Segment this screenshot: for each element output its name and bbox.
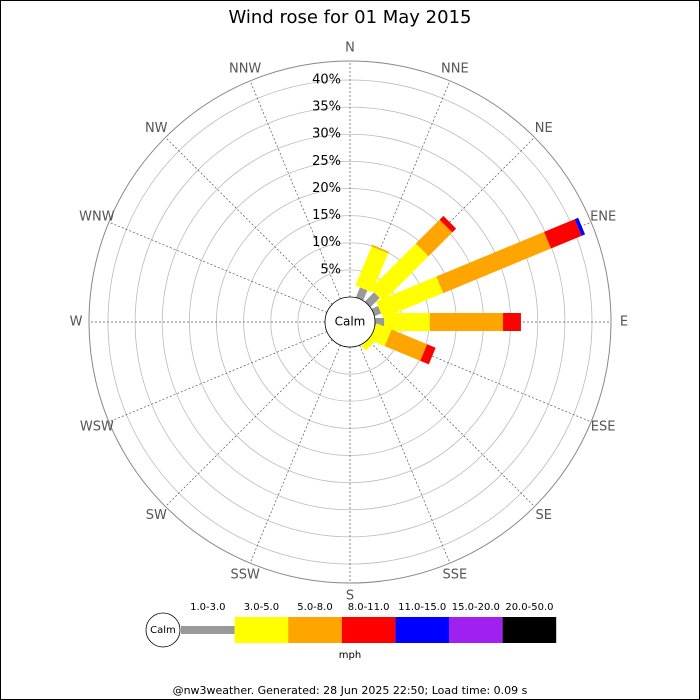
- direction-label: WSW: [80, 419, 114, 434]
- legend-label: 15.0-20.0: [452, 602, 500, 613]
- outer-ring: [88, 60, 612, 584]
- bar-segment: [361, 333, 379, 351]
- legend-swatch: [181, 626, 235, 634]
- spoke: [249, 80, 341, 300]
- direction-label: S: [346, 589, 354, 604]
- bar-segment: [503, 313, 521, 331]
- bar-segment: [376, 276, 444, 319]
- legend-label: 8.0-11.0: [348, 602, 390, 613]
- direction-label: SE: [536, 508, 552, 523]
- footer: @nw3weather. Generated: 28 Jun 2025 22:5…: [173, 684, 528, 697]
- bar-segment: [439, 215, 457, 233]
- bar-segment: [420, 344, 436, 365]
- direction-label: SSE: [442, 568, 467, 583]
- legend-label: 20.0-50.0: [505, 602, 553, 613]
- legend-swatch: [395, 617, 449, 643]
- direction-label: NW: [145, 121, 168, 136]
- bar-segment: [364, 292, 380, 308]
- chart-title: Wind rose for 01 May 2015: [229, 7, 472, 28]
- bar-segment: [574, 217, 586, 236]
- r-tick-label: 30%: [312, 127, 341, 142]
- legend-calm-circle: [145, 612, 181, 648]
- direction-label: E: [620, 315, 628, 330]
- r-tick-label: 35%: [312, 100, 341, 115]
- bar-segment: [384, 329, 428, 361]
- spoke: [367, 137, 535, 305]
- calm-label: Calm: [335, 315, 366, 329]
- direction-label: NNW: [229, 61, 261, 76]
- legend-swatch: [449, 617, 503, 643]
- direction-label: NE: [535, 121, 553, 136]
- unit-label: mph: [339, 650, 361, 661]
- bar-segment: [355, 246, 389, 293]
- legend-label: 11.0-15.0: [398, 602, 446, 613]
- bar-segment: [415, 219, 453, 257]
- direction-label: ESE: [591, 419, 616, 434]
- legend-label: 3.0-5.0: [244, 602, 279, 613]
- direction-label: W: [70, 315, 83, 330]
- spoke: [359, 80, 451, 300]
- r-tick-label: 5%: [320, 262, 341, 277]
- legend-swatch: [341, 617, 396, 643]
- calm-circle: [324, 296, 376, 348]
- bar-segment: [429, 313, 504, 331]
- spoke: [108, 331, 328, 423]
- legend-calm-label: Calm: [150, 625, 176, 636]
- direction-label: NNE: [441, 61, 469, 76]
- spoke: [359, 344, 451, 564]
- direction-label: SSW: [230, 568, 260, 583]
- bar-segment: [544, 219, 582, 249]
- r-tick-label: 25%: [312, 154, 341, 169]
- legend-label: 5.0-8.0: [297, 602, 332, 613]
- r-tick-label: 15%: [312, 208, 341, 223]
- direction-label: N: [345, 41, 355, 56]
- bar-segment: [436, 231, 551, 294]
- spoke: [372, 331, 592, 423]
- bar-segment: [384, 313, 430, 331]
- legend-swatch: [234, 617, 289, 643]
- spoke: [249, 344, 341, 564]
- legend-swatch: [288, 617, 342, 643]
- bar-segment: [371, 244, 389, 254]
- r-tick-label: 20%: [312, 181, 341, 196]
- spoke: [108, 221, 328, 313]
- direction-label: SW: [146, 508, 167, 523]
- r-tick-label: 40%: [312, 72, 341, 87]
- bar-segment: [370, 243, 429, 302]
- legend-label: 1.0-3.0: [190, 602, 225, 613]
- grid-ring: [161, 133, 539, 511]
- r-tick-label: 10%: [312, 235, 341, 250]
- direction-label: ENE: [590, 210, 616, 225]
- spoke: [367, 339, 535, 507]
- legend-swatch: [502, 617, 557, 643]
- bar-segment: [355, 287, 368, 301]
- direction-label: WNW: [79, 210, 115, 225]
- spoke: [165, 339, 333, 507]
- spoke: [165, 137, 333, 305]
